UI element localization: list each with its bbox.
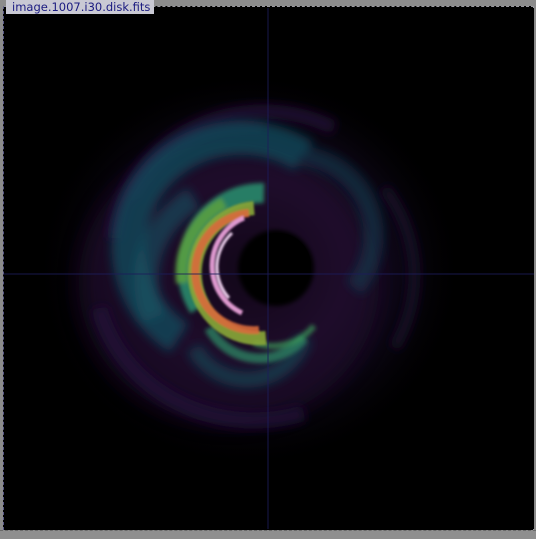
disk-image[interactable]	[4, 8, 534, 529]
teal-glow	[111, 120, 384, 388]
bright-crescent	[187, 201, 267, 346]
image-title-tab[interactable]: image.1007.i30.disk.fits	[6, 0, 155, 14]
central-hole-core	[245, 233, 311, 299]
secondary-title-tab[interactable]	[165, 0, 177, 10]
image-canvas[interactable]	[4, 8, 534, 529]
image-title-label: image.1007.i30.disk.fits	[12, 0, 151, 14]
status-strip	[0, 530, 536, 539]
crosshair-icon[interactable]	[4, 8, 534, 529]
